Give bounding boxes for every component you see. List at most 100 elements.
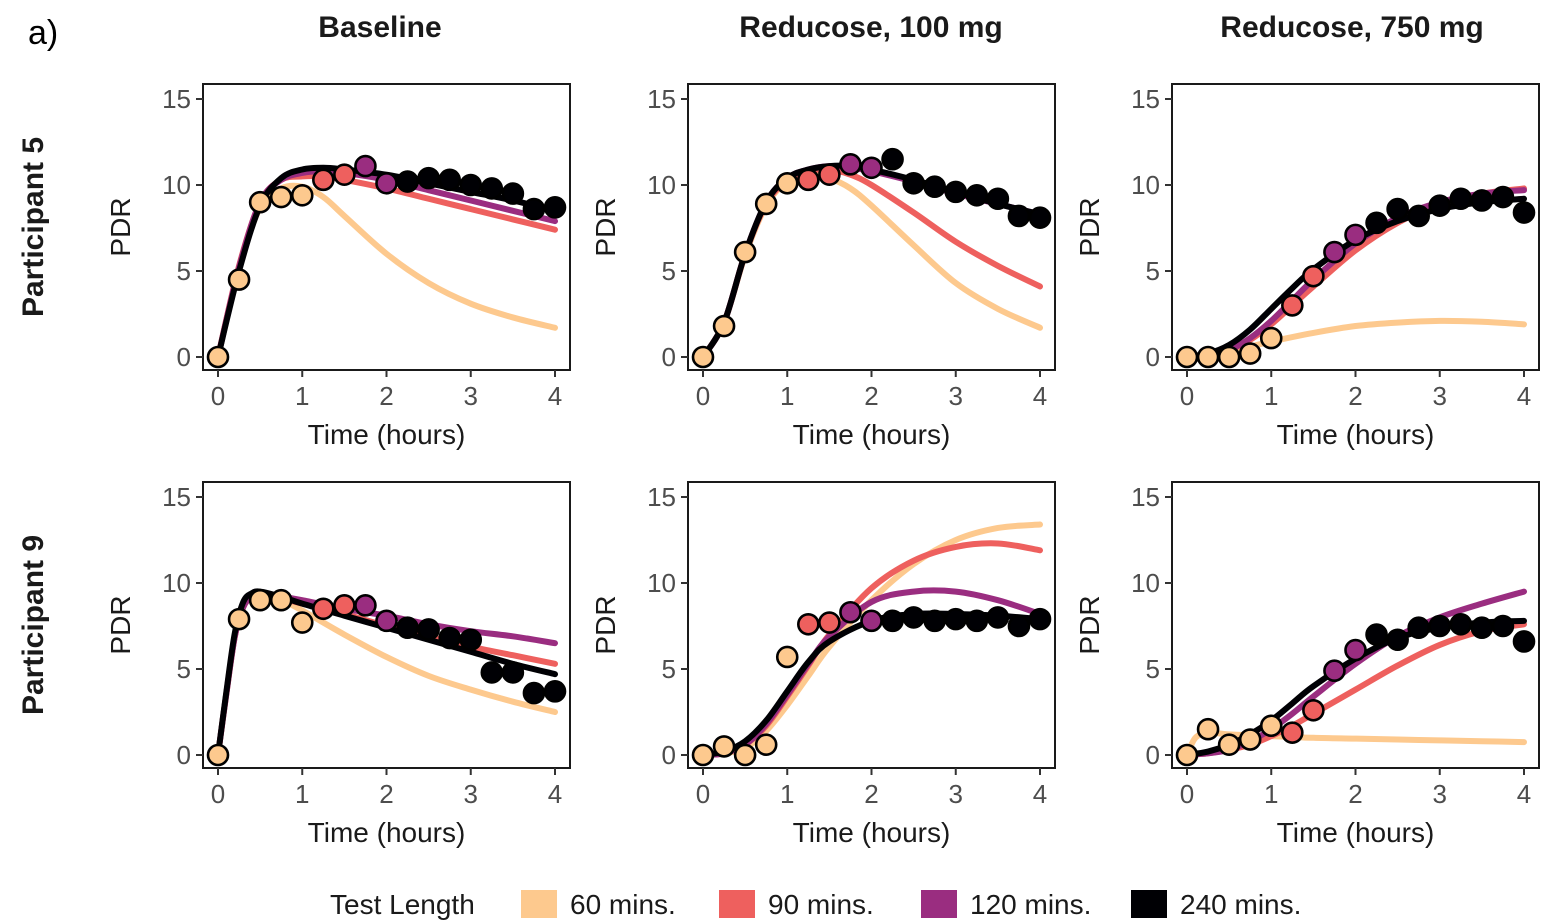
data-point xyxy=(902,171,925,195)
x-tick-label: 2 xyxy=(1348,779,1362,809)
data-point xyxy=(986,606,1010,629)
data-point xyxy=(206,743,230,767)
legend: Test Length 60 mins. 90 mins. 120 mins. … xyxy=(330,889,1301,920)
x-tick-label: 3 xyxy=(464,381,478,411)
data-point xyxy=(333,163,356,186)
data-point xyxy=(438,626,461,650)
data-point xyxy=(775,645,799,669)
column-title-reducose-750: Reducose, 750 mg xyxy=(1220,11,1483,44)
data-point xyxy=(1428,614,1452,638)
data-point xyxy=(354,154,377,178)
x-tick-label: 4 xyxy=(1033,779,1047,809)
data-point xyxy=(1323,659,1346,683)
data-point xyxy=(290,611,314,634)
x-axis-label: Time (hours) xyxy=(793,817,951,848)
y-axis-label: PDR xyxy=(1074,197,1105,256)
y-axis-label: PDR xyxy=(105,197,136,256)
data-point xyxy=(818,611,841,634)
legend-label-60: 60 mins. xyxy=(570,889,676,920)
data-point xyxy=(691,345,715,369)
x-tick-label: 3 xyxy=(1433,779,1447,809)
data-point xyxy=(733,240,757,264)
data-point xyxy=(691,743,715,767)
column-title-reducose-100: Reducose, 100 mg xyxy=(739,11,1002,44)
x-tick-label: 3 xyxy=(1433,381,1447,411)
data-point xyxy=(1217,733,1241,756)
y-tick-label: 15 xyxy=(1131,84,1160,114)
data-point xyxy=(1028,607,1052,631)
panel-tag: a) xyxy=(28,14,58,52)
x-tick-label: 3 xyxy=(949,381,963,411)
x-tick-label: 4 xyxy=(1033,381,1047,411)
data-point xyxy=(269,185,293,209)
data-point xyxy=(1407,616,1430,640)
data-point xyxy=(881,609,904,633)
data-point xyxy=(1217,345,1241,369)
y-axis-label: PDR xyxy=(590,595,621,654)
panel-4: 0 5 10 15 0 1 2 3 4 Time (hours) PDR xyxy=(105,481,571,848)
data-point xyxy=(375,171,398,195)
y-axis-label: PDR xyxy=(105,595,136,654)
y-tick-label: 5 xyxy=(1146,256,1160,286)
data-point xyxy=(797,612,820,636)
data-point xyxy=(1028,206,1052,229)
data-point xyxy=(396,616,419,640)
x-tick-label: 3 xyxy=(464,779,478,809)
x-tick-label: 0 xyxy=(211,381,225,411)
panel-3: 0 5 10 15 0 1 2 3 4 Time (hours) PDR xyxy=(1074,83,1540,450)
data-point xyxy=(1175,345,1199,369)
data-point xyxy=(417,618,440,641)
x-tick-label: 4 xyxy=(1517,779,1531,809)
panel-1: 0 5 10 15 0 1 2 3 4 Time (hours) PDR xyxy=(105,83,571,450)
x-axis-label: Time (hours) xyxy=(308,419,466,450)
data-point xyxy=(1365,623,1388,646)
y-tick-label: 5 xyxy=(662,256,676,286)
data-point xyxy=(733,743,757,767)
panel-border xyxy=(202,83,571,371)
data-point xyxy=(1259,326,1283,350)
data-point xyxy=(501,182,525,205)
y-tick-label: 5 xyxy=(1146,654,1160,684)
data-point xyxy=(1512,201,1536,224)
y-tick-label: 10 xyxy=(1131,568,1160,598)
data-point xyxy=(1175,743,1199,767)
y-tick-label: 15 xyxy=(647,482,676,512)
panel-2: 0 5 10 15 0 1 2 3 4 Time (hours) PDR xyxy=(590,83,1056,450)
x-tick-label: 1 xyxy=(780,381,794,411)
x-tick-label: 0 xyxy=(696,381,710,411)
x-tick-label: 1 xyxy=(780,779,794,809)
data-point xyxy=(965,184,989,207)
data-point xyxy=(269,588,293,612)
data-point xyxy=(839,600,862,624)
data-point xyxy=(1281,721,1304,744)
data-point xyxy=(1407,204,1430,228)
data-point xyxy=(902,606,925,629)
legend-swatch-240 xyxy=(1131,890,1167,918)
data-point xyxy=(1491,185,1515,209)
y-tick-label: 0 xyxy=(177,342,191,372)
data-point xyxy=(396,170,419,193)
y-tick-label: 5 xyxy=(177,256,191,286)
data-point xyxy=(1428,194,1452,217)
data-point xyxy=(775,171,799,195)
x-axis-label: Time (hours) xyxy=(308,817,466,848)
data-point xyxy=(754,192,778,216)
data-point xyxy=(459,628,483,652)
y-tick-label: 10 xyxy=(162,568,191,598)
data-point xyxy=(1344,638,1367,662)
data-point xyxy=(797,168,820,192)
data-point xyxy=(860,609,883,633)
data-point xyxy=(501,661,525,684)
data-point xyxy=(1470,189,1494,212)
data-point xyxy=(965,609,989,633)
x-tick-label: 1 xyxy=(1264,779,1278,809)
y-tick-label: 0 xyxy=(1146,740,1160,770)
y-tick-label: 0 xyxy=(662,740,676,770)
data-point xyxy=(1386,628,1409,652)
data-point xyxy=(459,173,483,197)
legend-label-240: 240 mins. xyxy=(1180,889,1301,920)
x-tick-label: 4 xyxy=(548,381,562,411)
legend-label-120: 120 mins. xyxy=(970,889,1091,920)
data-point xyxy=(417,166,440,190)
data-point xyxy=(1512,630,1536,653)
